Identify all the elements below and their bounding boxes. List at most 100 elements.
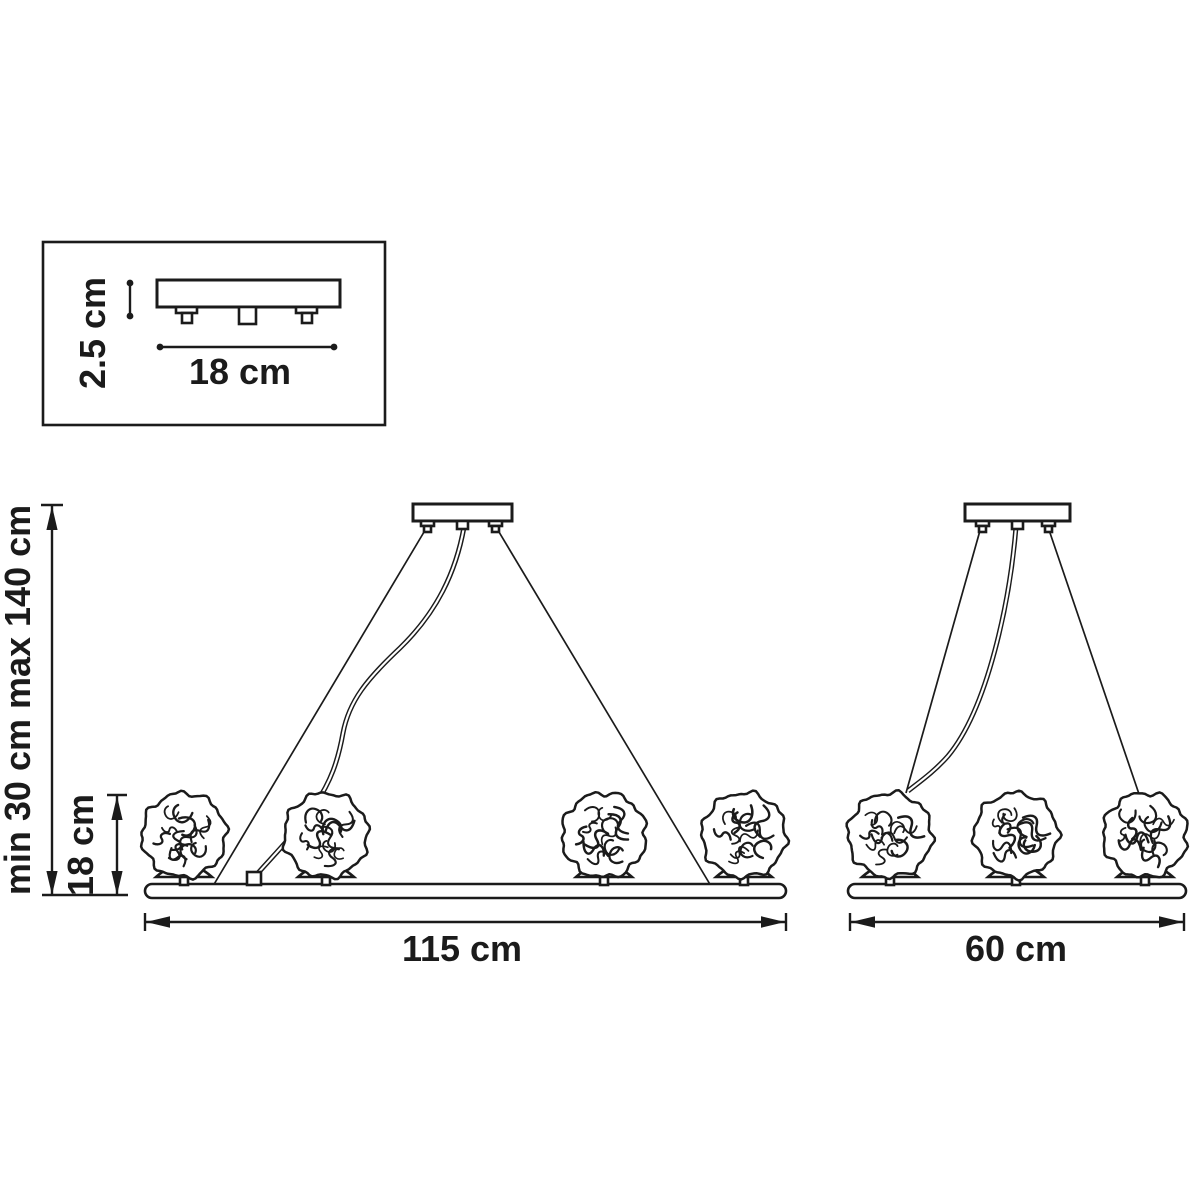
globe-texture-squiggle <box>896 815 926 839</box>
globe-shade <box>699 789 791 881</box>
globe-texture-squiggle <box>739 841 754 859</box>
globe-texture-squiggle <box>864 811 879 826</box>
power-cord-highlight <box>907 526 1018 792</box>
lamp-globe <box>699 789 791 887</box>
globe-texture-squiggle <box>1118 808 1137 824</box>
globe-texture-squiggle <box>858 829 880 840</box>
globe-texture-squiggle <box>1022 834 1043 853</box>
globe-texture-squiggle <box>172 803 194 824</box>
globe-texture-squiggle <box>728 850 746 865</box>
globe-texture-squiggle <box>1151 841 1168 857</box>
suspension-wire-right <box>1047 526 1140 795</box>
hang-range-label: min 30 cm max 140 cm <box>0 505 38 895</box>
globe-texture-squiggle <box>1117 838 1143 851</box>
globe-texture-squiggle <box>323 847 340 868</box>
globe-texture-squiggle <box>581 821 598 834</box>
lamp-globe <box>139 789 231 887</box>
globe-texture-squiggle <box>729 845 750 859</box>
dimension-width-60: 60 cm <box>848 913 1186 969</box>
suspension-wire-left <box>905 526 982 794</box>
globe-texture-squiggle <box>333 847 345 860</box>
globe-texture-squiggle <box>1138 804 1158 825</box>
globe-texture-squiggle <box>304 824 324 832</box>
globe-texture-squiggle <box>161 826 178 834</box>
globe-texture-squiggle <box>730 826 741 845</box>
globe-texture-squiggle <box>613 805 630 835</box>
globe-texture-squiggle <box>1149 815 1172 844</box>
globe-texture-squiggle <box>1016 817 1035 838</box>
globe-texture-squiggle <box>152 831 172 846</box>
canopy-top-view <box>155 278 342 326</box>
globe-texture-squiggle <box>199 815 212 840</box>
lamp-globe <box>1101 791 1190 887</box>
globe-texture-squiggle <box>574 825 588 846</box>
globe-texture-squiggle <box>1140 846 1161 869</box>
globe-texture-squiggle <box>163 805 180 820</box>
dimension-lamp-height: 18 cm <box>60 793 127 896</box>
globe-stem <box>598 875 610 887</box>
lamp-globe <box>970 789 1063 887</box>
globe-texture-squiggle <box>712 828 732 841</box>
globe-texture-squiggle <box>583 829 610 850</box>
globe-texture-squiggle <box>582 840 606 857</box>
globe-texture-squiggle <box>338 810 354 838</box>
globe-texture-squiggle <box>168 847 187 868</box>
globe-stem <box>320 875 332 887</box>
canopy-height-label: 2.5 cm <box>72 277 113 389</box>
globe-texture-squiggle <box>1001 813 1012 834</box>
lamp-globe <box>845 789 937 887</box>
globe-texture-squiggle <box>870 831 894 845</box>
globe-texture-squiggle <box>1017 821 1047 842</box>
globe-texture-squiggle <box>992 839 1013 855</box>
globe-stem <box>1139 875 1151 887</box>
dimension-canopy-height: 2.5 cm <box>72 277 134 389</box>
cord-connector-box <box>245 870 263 887</box>
power-cord <box>906 526 1019 793</box>
globe-texture-squiggle <box>1002 807 1018 822</box>
globe-texture-squiggle <box>313 845 329 860</box>
width-60-label: 60 cm <box>965 928 1067 969</box>
globe-stem <box>178 875 190 887</box>
width-115-label: 115 cm <box>402 928 522 969</box>
globe-texture-squiggle <box>1118 827 1127 843</box>
globe-texture-squiggle <box>170 830 185 851</box>
globe-shade <box>970 789 1063 882</box>
lamp-height-label: 18 cm <box>60 794 101 896</box>
globe-texture-squiggle <box>299 832 310 851</box>
suspension-wire-right <box>495 526 712 887</box>
dimension-hang-range: min 30 cm max 140 cm <box>0 503 128 897</box>
globe-texture-squiggle <box>886 842 899 857</box>
globe-texture-squiggle <box>890 838 909 858</box>
lamp-bar <box>143 882 788 900</box>
globe-texture-squiggle <box>753 804 771 838</box>
lamp-globe <box>281 791 372 887</box>
canopy-inset: 2.5 cm 18 cm <box>41 240 387 427</box>
globe-texture-squiggle <box>738 812 757 832</box>
globe-texture-squiggle <box>753 839 773 860</box>
globe-texture-squiggle <box>608 846 624 865</box>
suspension-wire-left <box>212 526 428 887</box>
ceiling-canopy-left <box>411 502 514 534</box>
globe-texture-squiggle <box>991 818 1002 834</box>
pendant-three-lamp <box>845 502 1190 900</box>
globe-texture-squiggle <box>997 808 1013 824</box>
globe-texture-squiggle <box>1152 817 1175 827</box>
dimension-canopy-width: 18 cm <box>156 343 338 392</box>
globe-texture-squiggle <box>739 829 759 843</box>
globe-texture-squiggle <box>190 841 208 858</box>
globe-texture-squiggle <box>1124 831 1150 845</box>
globe-texture-squiggle <box>893 825 918 835</box>
lamp-globe <box>560 790 649 887</box>
globe-shade <box>281 791 372 881</box>
globe-texture-squiggle <box>875 848 888 866</box>
globe-texture-squiggle <box>583 806 601 823</box>
globe-texture-squiggle <box>321 825 340 850</box>
globe-texture-squiggle <box>722 810 737 826</box>
pendant-four-lamp <box>139 502 791 900</box>
canopy-width-label: 18 cm <box>189 351 291 392</box>
globe-texture-squiggle <box>865 839 885 851</box>
inset-frame <box>41 240 387 427</box>
globe-texture-squiggle <box>1140 838 1157 853</box>
dimension-width-115: 115 cm <box>143 913 788 969</box>
